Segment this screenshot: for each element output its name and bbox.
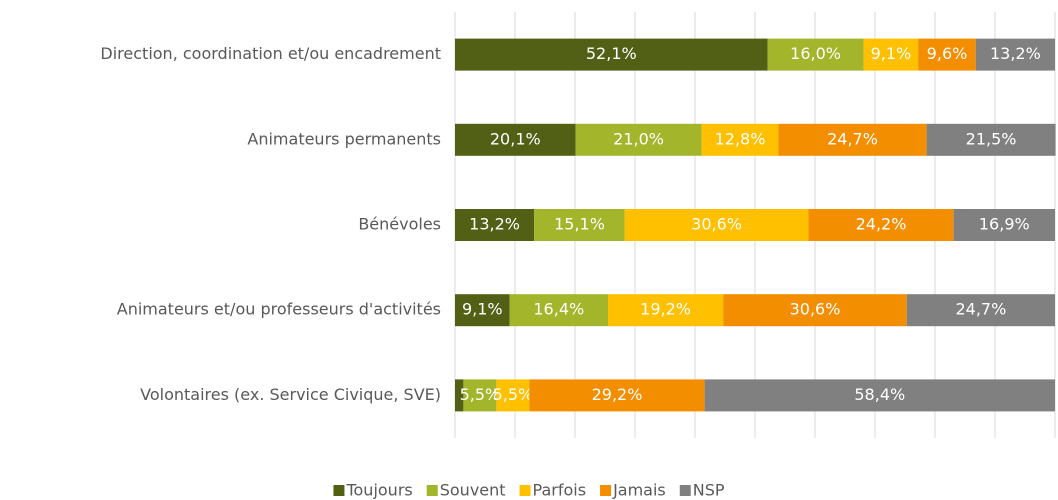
category-label: Animateurs et/ou professeurs d'activités: [117, 300, 441, 319]
category-label: Bénévoles: [358, 215, 441, 234]
bar-segment: [701, 123, 779, 156]
value-label: 15,1%: [554, 215, 605, 234]
bar-segment: [463, 379, 497, 412]
value-label: 16,9%: [979, 215, 1030, 234]
bar-segment: [624, 209, 809, 241]
bar-segment: [455, 379, 464, 412]
bar-segment: [529, 379, 705, 412]
legend-swatch: [600, 485, 612, 496]
value-label: 52,1%: [586, 44, 637, 63]
bar-segment: [778, 123, 927, 156]
bar-segment: [906, 294, 1055, 327]
bar-segment: [723, 294, 907, 327]
value-label: 16,0%: [790, 44, 841, 63]
legend-swatch: [519, 485, 531, 496]
bar-segment: [575, 123, 702, 156]
bar-segment: [455, 123, 576, 156]
value-label: 5,5%: [493, 385, 534, 404]
bar-segment: [926, 123, 1056, 156]
value-label: 21,0%: [613, 129, 664, 148]
value-label: 20,1%: [490, 129, 541, 148]
legend-label: Jamais: [612, 481, 666, 500]
legend-swatch: [679, 485, 691, 496]
legend-swatch: [426, 485, 438, 496]
bar-segment: [953, 209, 1055, 241]
bar-segment: [704, 379, 1055, 412]
bar-segment: [509, 294, 608, 327]
value-label: 12,8%: [715, 129, 766, 148]
category-label: Animateurs permanents: [247, 129, 441, 148]
bar-segment: [767, 38, 864, 71]
category-label: Volontaires (ex. Service Civique, SVE): [140, 385, 441, 404]
legend-label: Toujours: [345, 481, 412, 500]
value-label: 21,5%: [966, 129, 1017, 148]
bar-segment: [608, 294, 724, 327]
value-label: 30,6%: [691, 215, 742, 234]
value-label: 58,4%: [854, 385, 905, 404]
value-label: 13,2%: [990, 44, 1041, 63]
value-label: 24,7%: [827, 129, 878, 148]
value-label: 5,5%: [460, 385, 501, 404]
bar-segment: [534, 209, 625, 241]
value-label: 13,2%: [469, 215, 520, 234]
value-label: 16,4%: [533, 300, 584, 319]
value-label: 9,6%: [927, 44, 968, 63]
value-label: 9,1%: [462, 300, 503, 319]
bar-segment: [975, 38, 1055, 71]
category-label: Direction, coordination et/ou encadremen…: [100, 44, 441, 63]
value-label: 9,1%: [871, 44, 912, 63]
value-label: 24,2%: [856, 215, 907, 234]
value-label: 24,7%: [955, 300, 1006, 319]
legend-label: Parfois: [533, 481, 587, 500]
bar-segment: [496, 379, 530, 412]
legend-label: NSP: [693, 481, 725, 500]
bar-segment: [808, 209, 954, 241]
value-label: 29,2%: [592, 385, 643, 404]
bar-segment: [863, 38, 919, 71]
legend: Toujours Souvent Parfois Jamais NSP: [333, 481, 725, 500]
bar-segment: [455, 294, 510, 327]
bar-segment: [918, 38, 976, 71]
legend-swatch: [333, 485, 345, 496]
value-label: 30,6%: [790, 300, 841, 319]
bar-segment: [455, 38, 768, 71]
value-label: 19,2%: [640, 300, 691, 319]
bar-segment: [455, 209, 535, 241]
legend-label: Souvent: [440, 481, 506, 500]
